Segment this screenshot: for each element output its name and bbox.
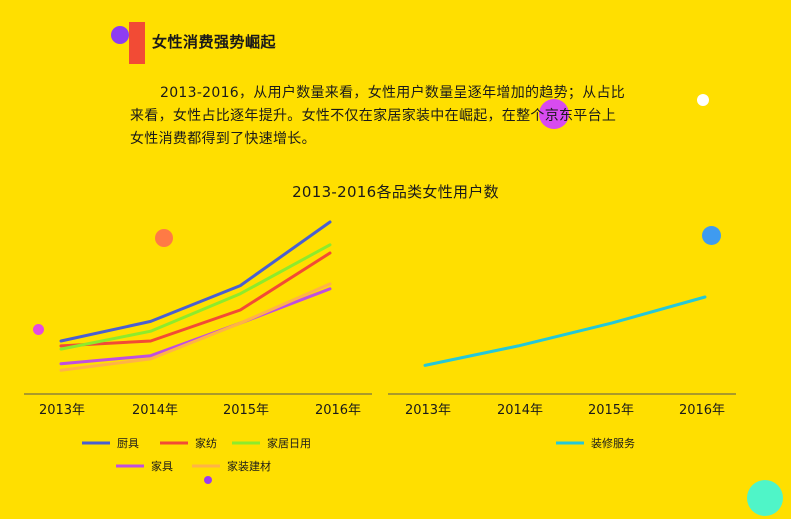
series-line xyxy=(59,220,332,343)
series-line xyxy=(59,251,332,348)
x-tick-label: 2016年 xyxy=(315,403,361,418)
page-title: 女性消费强势崛起 xyxy=(152,33,277,51)
legend-label: 家居日用 xyxy=(267,436,311,450)
x-tick-label: 2015年 xyxy=(223,403,269,418)
decor-dot xyxy=(111,26,129,44)
decor-dot xyxy=(539,99,569,129)
legend-label: 家具 xyxy=(151,459,173,473)
legend-label: 装修服务 xyxy=(591,436,635,450)
decor-dot xyxy=(155,229,173,247)
legend-label: 家纺 xyxy=(195,436,217,450)
plot-right: 2013年 2014年 2015年 2016年 xyxy=(388,295,736,418)
legend-label: 家装建材 xyxy=(227,459,271,473)
decor-dot xyxy=(697,94,709,106)
x-tick-label: 2015年 xyxy=(588,403,634,418)
x-tick-label: 2014年 xyxy=(132,403,178,418)
x-tick-label: 2013年 xyxy=(39,403,85,418)
plot-left: 2013年 2014年 2015年 2016年 xyxy=(24,220,372,418)
series-line xyxy=(423,295,707,367)
intro-paragraph: 2013-2016，从用户数量来看，女性用户数量呈逐年增加的趋势；从占比来看，女… xyxy=(130,85,626,147)
x-tick-label: 2014年 xyxy=(497,403,543,418)
decor-dot xyxy=(204,476,212,484)
decor-dot xyxy=(33,324,44,335)
series-line xyxy=(59,243,332,351)
x-tick-label: 2016年 xyxy=(679,403,725,418)
chart-title: 2013-2016各品类女性用户数 xyxy=(292,183,499,201)
decor-dot xyxy=(702,226,721,245)
legend-label: 厨具 xyxy=(117,437,139,450)
series-line xyxy=(59,282,332,372)
decor-dot xyxy=(747,480,783,516)
x-tick-label: 2013年 xyxy=(405,403,451,418)
title-accent-bar xyxy=(129,22,145,64)
